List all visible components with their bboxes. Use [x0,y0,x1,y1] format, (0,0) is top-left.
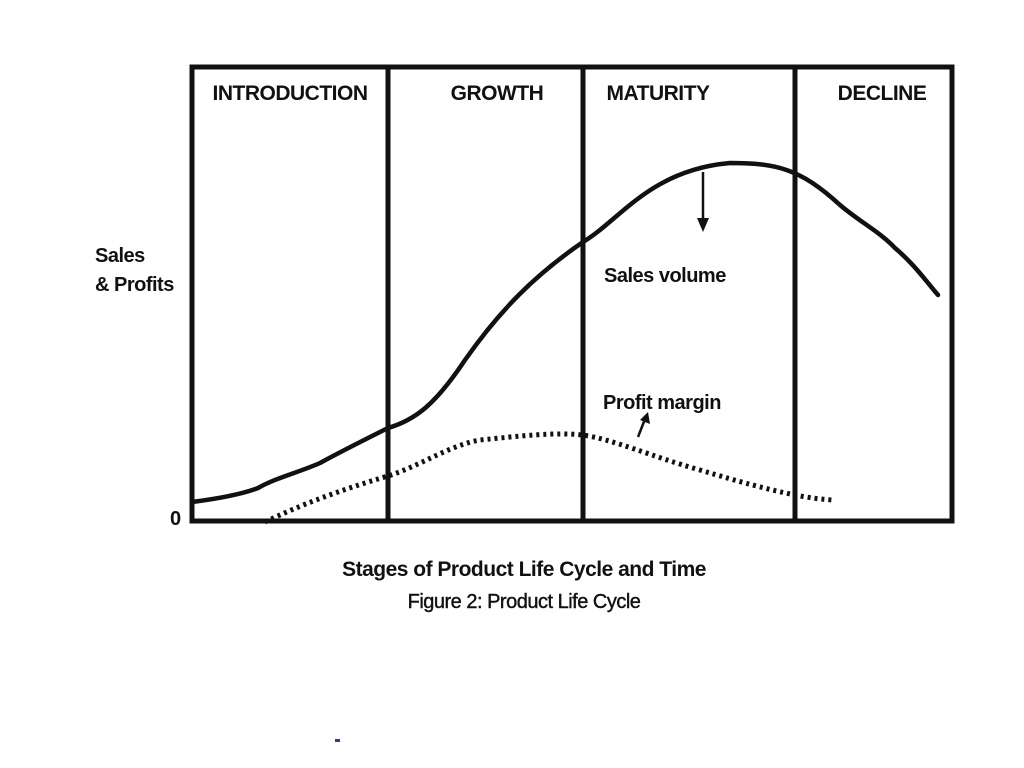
figure-axis-caption: Stages of Product Life Cycle and Time [342,558,706,581]
sales-volume-label: Sales volume [604,265,726,287]
profit-margin-label: Profit margin [603,392,721,414]
sales-volume-arrowhead [697,218,709,232]
y-axis-label-profits: & Profits [95,274,174,296]
sales-volume-curve [189,160,941,505]
y-axis-origin-label: 0 [170,508,181,530]
stage-label-introduction: INTRODUCTION [213,82,368,105]
profit-margin-arrow [636,418,647,438]
diagram-frame [189,64,955,524]
figure-title: Figure 2: Product Life Cycle [407,591,641,613]
y-axis-label-sales: Sales [95,245,145,267]
stray-mark [335,739,340,742]
profit-margin-arrowhead [640,412,650,424]
stage-label-decline: DECLINE [838,82,927,105]
profit-margin-curve [263,431,833,525]
stage-label-maturity: MATURITY [607,82,710,105]
stage-label-growth: GROWTH [451,82,544,105]
